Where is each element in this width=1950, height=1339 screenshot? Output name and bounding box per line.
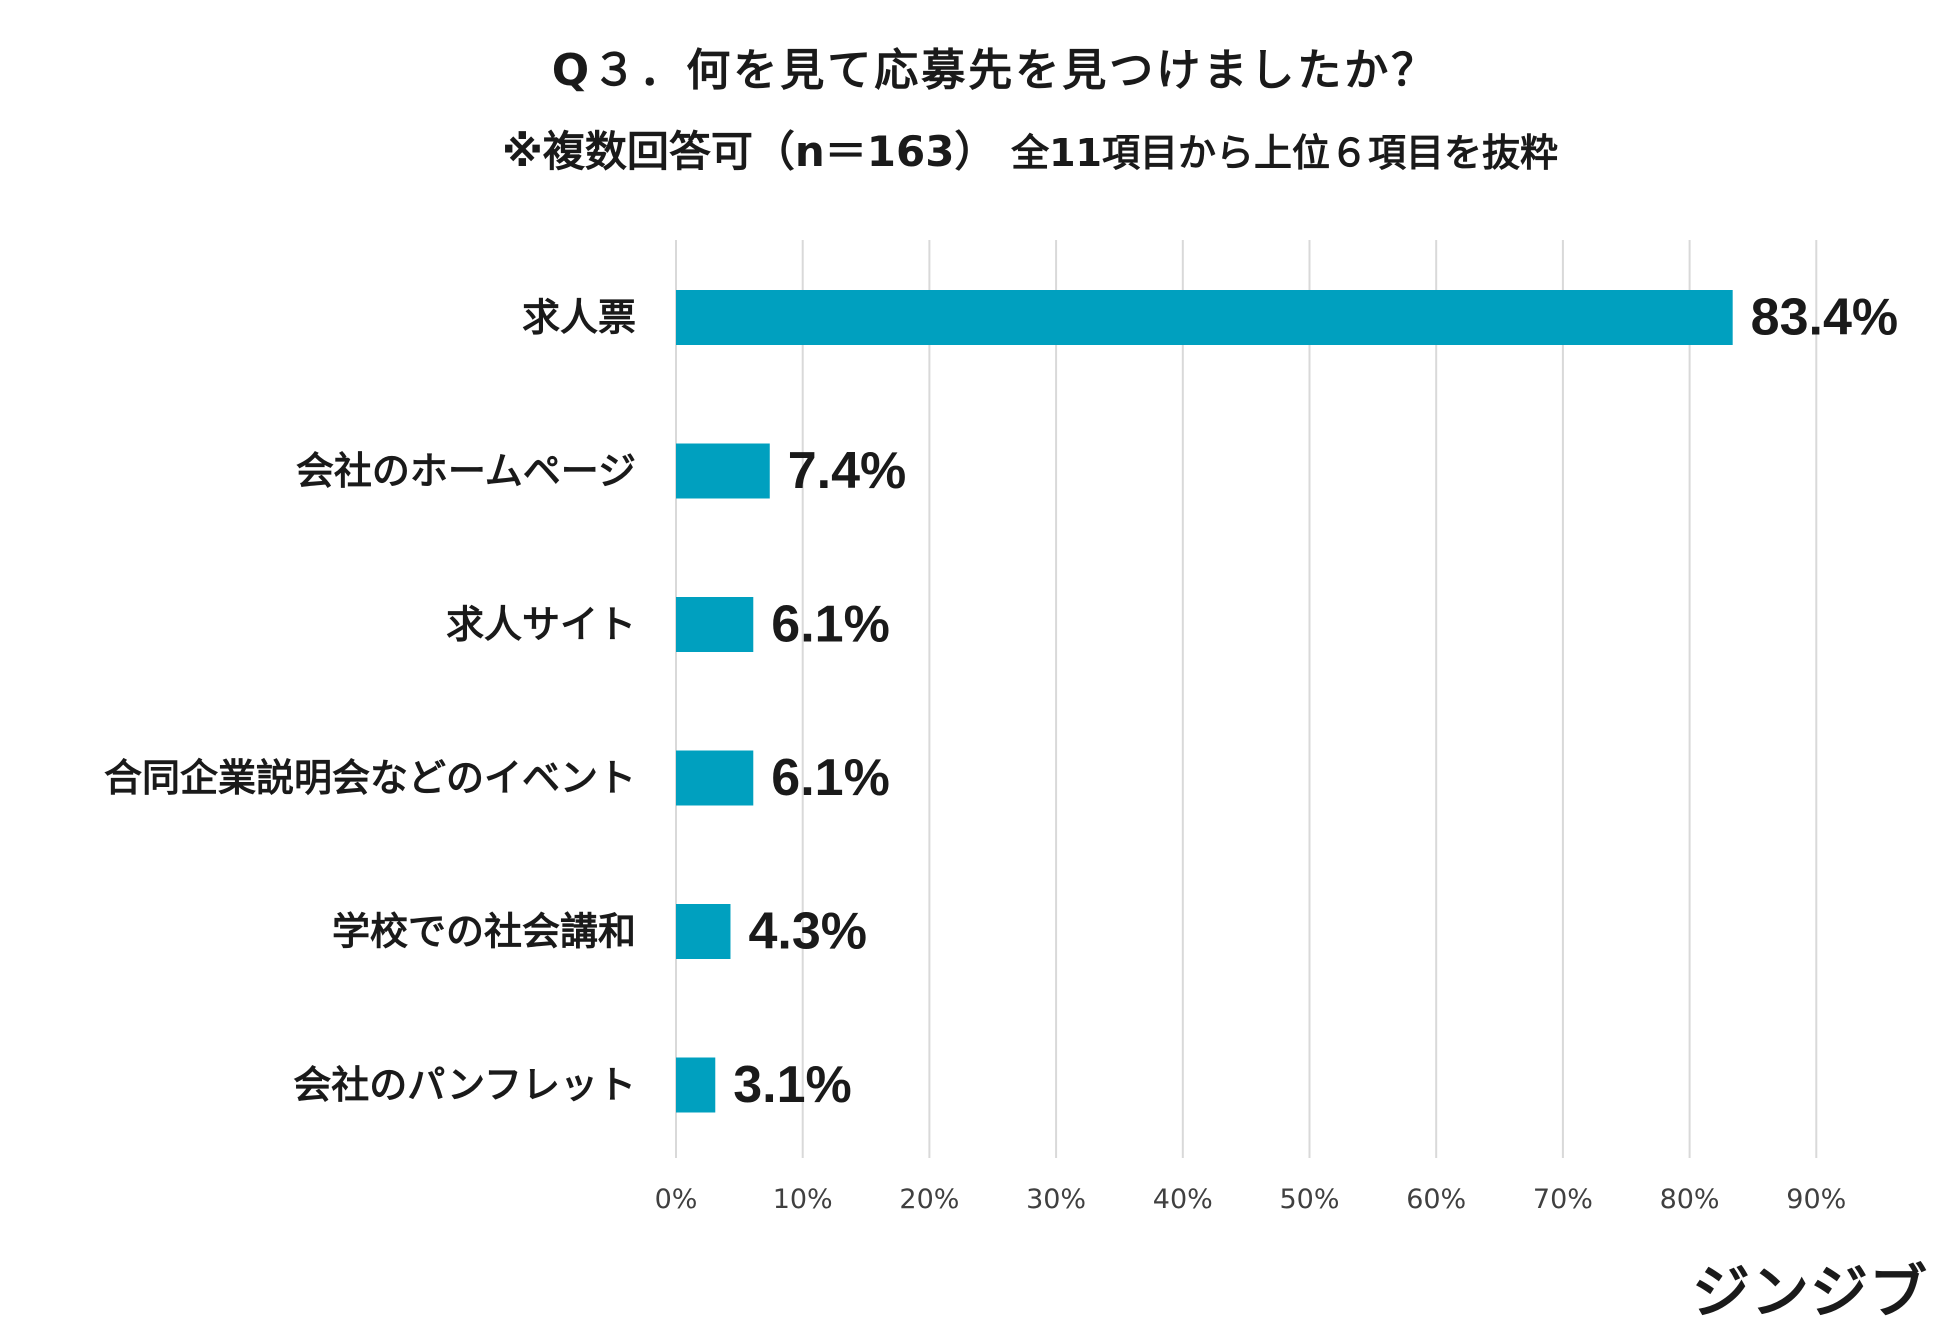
x-tick-label: 50% (1279, 1184, 1339, 1215)
chart-title: Q３．何を見て応募先を見つけましたか？ (551, 45, 1439, 96)
data-label: 6.1% (771, 596, 890, 654)
bar (676, 750, 754, 806)
category-label: 合同企業説明会などのイベント (104, 756, 636, 800)
brand-logo: ジンジブ (1691, 1258, 1928, 1326)
x-tick-label: 70% (1533, 1184, 1593, 1215)
x-tick-label: 0% (655, 1184, 698, 1215)
x-tick-label: 20% (899, 1184, 959, 1215)
chart-subtitle: ※複数回答可（n＝163） 全11項目から上位６項目を抜粋 (0, 118, 1950, 179)
subtitle-main: ※複数回答可（n＝163） (502, 127, 997, 176)
category-label: 学校での社会講和 (332, 910, 636, 954)
data-label: 3.1% (733, 1056, 852, 1114)
x-tick-label: 80% (1660, 1184, 1720, 1215)
bar (676, 443, 770, 499)
category-label: 会社のパンフレット (293, 1063, 636, 1107)
category-label: 求人票 (522, 296, 636, 340)
x-tick-label: 90% (1786, 1184, 1846, 1215)
bar (676, 1057, 716, 1113)
bar (676, 290, 1733, 345)
data-label: 7.4% (788, 442, 907, 500)
bar (676, 904, 731, 959)
x-tick-label: 10% (773, 1184, 833, 1215)
x-tick-label: 60% (1406, 1184, 1466, 1215)
data-label: 4.3% (748, 903, 867, 961)
category-label: 会社のホームページ (296, 449, 636, 493)
category-label: 求人サイト (446, 603, 636, 647)
data-label: 6.1% (771, 749, 890, 807)
bar (676, 597, 754, 652)
x-tick-label: 30% (1026, 1184, 1086, 1215)
subtitle-note: 全11項目から上位６項目を抜粋 (1011, 131, 1558, 175)
x-tick-label: 40% (1153, 1184, 1213, 1215)
data-label: 83.4% (1751, 289, 1898, 347)
